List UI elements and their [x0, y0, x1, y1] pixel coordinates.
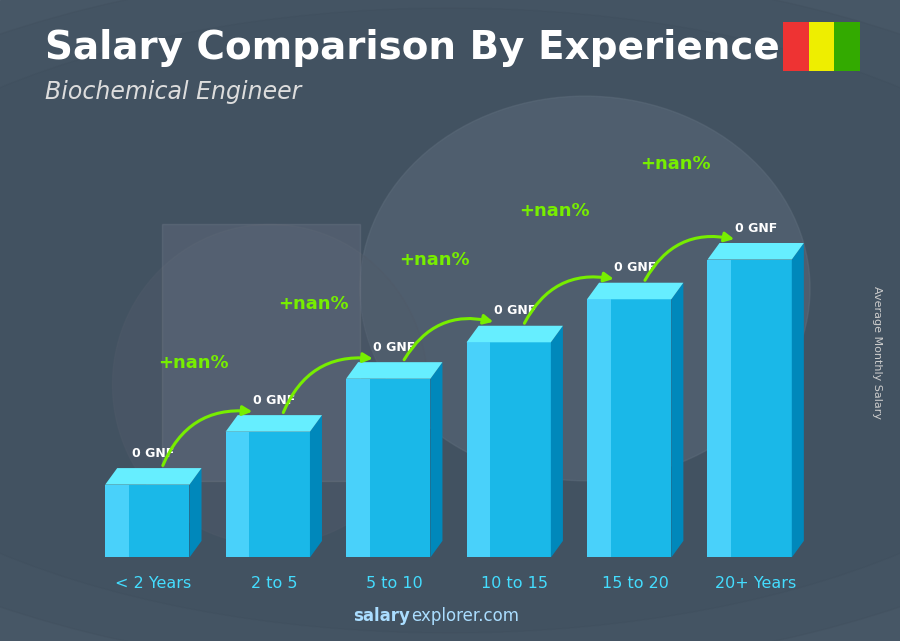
Ellipse shape [112, 224, 428, 545]
Text: 15 to 20: 15 to 20 [602, 576, 669, 590]
Bar [162, 224, 360, 481]
Bar [783, 22, 808, 71]
Text: 2 to 5: 2 to 5 [250, 576, 297, 590]
Text: 20+ Years: 20+ Years [715, 576, 796, 590]
Text: +nan%: +nan% [640, 156, 711, 174]
Polygon shape [551, 326, 562, 558]
Polygon shape [226, 415, 322, 431]
Polygon shape [587, 283, 683, 299]
Polygon shape [310, 415, 322, 558]
Text: explorer.com: explorer.com [411, 607, 519, 625]
Ellipse shape [0, 8, 900, 633]
Text: < 2 Years: < 2 Years [115, 576, 192, 590]
Polygon shape [430, 362, 443, 558]
Bar [587, 299, 671, 558]
Polygon shape [792, 243, 804, 558]
Ellipse shape [360, 96, 810, 481]
Polygon shape [346, 362, 443, 379]
Polygon shape [671, 283, 683, 558]
Bar [105, 485, 190, 558]
Text: Biochemical Engineer: Biochemical Engineer [45, 80, 302, 104]
Text: salary: salary [353, 607, 410, 625]
Polygon shape [105, 468, 202, 485]
Text: Average Monthly Salary: Average Monthly Salary [872, 286, 883, 419]
Text: 0 GNF: 0 GNF [374, 341, 416, 354]
Text: +nan%: +nan% [519, 202, 590, 220]
Text: +nan%: +nan% [399, 251, 470, 269]
Text: 0 GNF: 0 GNF [734, 222, 777, 235]
Bar [226, 431, 249, 558]
Text: Salary Comparison By Experience: Salary Comparison By Experience [45, 29, 779, 67]
Bar [346, 379, 430, 558]
Text: 5 to 10: 5 to 10 [366, 576, 423, 590]
Bar [808, 22, 834, 71]
Polygon shape [466, 326, 562, 342]
Text: 0 GNF: 0 GNF [493, 304, 536, 317]
Text: 0 GNF: 0 GNF [253, 394, 295, 407]
Bar [707, 260, 792, 558]
Bar [707, 260, 731, 558]
Bar [105, 485, 129, 558]
Text: 0 GNF: 0 GNF [132, 447, 175, 460]
Bar [466, 342, 490, 558]
Bar [346, 379, 370, 558]
Text: 0 GNF: 0 GNF [614, 262, 656, 274]
Bar [587, 299, 610, 558]
Polygon shape [190, 468, 202, 558]
Polygon shape [707, 243, 804, 260]
Bar [834, 22, 860, 71]
Text: +nan%: +nan% [158, 354, 229, 372]
Text: 10 to 15: 10 to 15 [482, 576, 548, 590]
Bar [226, 431, 310, 558]
Text: +nan%: +nan% [278, 294, 349, 313]
Bar [466, 342, 551, 558]
